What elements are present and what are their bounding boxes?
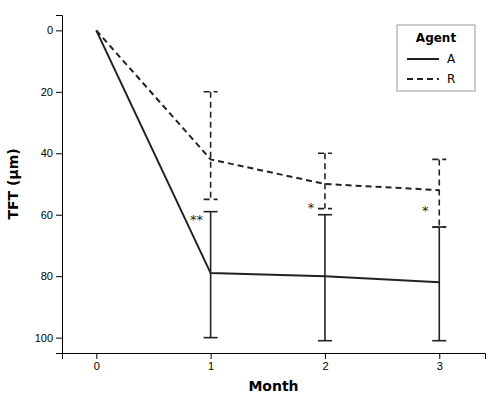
y-tick-line [56,30,62,31]
x-tick: 3 [437,353,443,372]
legend-label: R [447,72,455,86]
error-bar [318,153,332,208]
y-tick: 20 [41,86,62,98]
x-tick-label: 1 [208,360,214,372]
error-bar [204,212,218,338]
error-bar-cap [432,340,446,342]
legend-box [397,25,475,91]
legend-swatch [407,58,439,60]
y-tick-line [56,276,62,277]
y-tick-label: 20 [41,86,53,98]
y-tick: 0 [47,24,62,36]
x-tick-line [325,353,326,359]
error-bar [432,227,446,341]
error-bar-cap [318,340,332,342]
y-tick-label: 0 [47,24,53,36]
x-tick: 0 [94,353,100,372]
y-tick: 80 [41,270,62,282]
error-bar-stem [324,215,326,341]
series-r [96,30,446,227]
error-bar [204,92,218,200]
error-bar-stem [210,212,212,338]
legend-entry: A [407,52,456,66]
x-axis: 0 1 2 3 [63,353,486,372]
y-tick-label: 100 [35,332,53,344]
marks [96,30,446,340]
y-tick-line [56,92,62,93]
y-tick-label: 80 [41,270,53,282]
y-tick: 40 [41,147,62,159]
series-a [96,30,446,340]
x-tick-line [439,353,440,359]
x-tick-label: 0 [94,360,100,372]
legend-swatch [407,78,439,80]
error-bar-cap [318,152,332,154]
annotation: * [422,203,429,218]
y-tick-line [56,215,62,216]
error-bar [432,159,446,227]
error-bar-cap [204,211,218,213]
error-bar-cap [432,226,446,228]
error-bar-cap [204,337,218,339]
plot: 0123020406080100****AgentAR [35,16,486,372]
x-tick-label: 3 [437,360,443,372]
y-tick-label: 40 [41,147,53,159]
error-bar-stem [438,159,440,227]
series-line [96,30,439,190]
x-axis-line [63,354,486,360]
x-tick-line [96,353,97,359]
x-tick: 2 [322,353,328,372]
error-bar-stem [438,227,440,341]
legend-title: Agent [416,31,457,45]
error-bar-cap [204,91,218,93]
error-bar-cap [204,199,218,201]
y-tick-line [56,338,62,339]
error-bar-stem [210,92,212,200]
annotations: **** [190,200,429,227]
error-bar [318,215,332,341]
error-bar-cap [318,214,332,216]
annotation: * [308,200,315,215]
x-tick: 1 [208,353,214,372]
x-tick-line [211,353,212,359]
series-line [96,30,439,282]
y-axis-title: TFT (μm) [5,148,21,219]
error-bar-stem [324,153,326,208]
x-tick-label: 2 [322,360,328,372]
legend-entry: R [407,72,455,86]
legend: Agent AR [397,25,475,91]
legend-label: A [447,52,456,66]
annotation: ** [190,212,204,227]
x-axis-title: Month [248,378,298,394]
y-tick-line [56,153,62,154]
y-tick-label: 60 [41,209,53,221]
chart: 0123020406080100****AgentARMonthTFT (μm) [0,0,500,403]
y-tick: 100 [35,332,62,344]
error-bar-cap [432,159,446,161]
error-bar-cap [318,208,332,210]
y-axis-line [56,16,63,354]
y-axis: 0 20 40 60 80 100 [35,16,63,354]
y-tick: 60 [41,209,62,221]
